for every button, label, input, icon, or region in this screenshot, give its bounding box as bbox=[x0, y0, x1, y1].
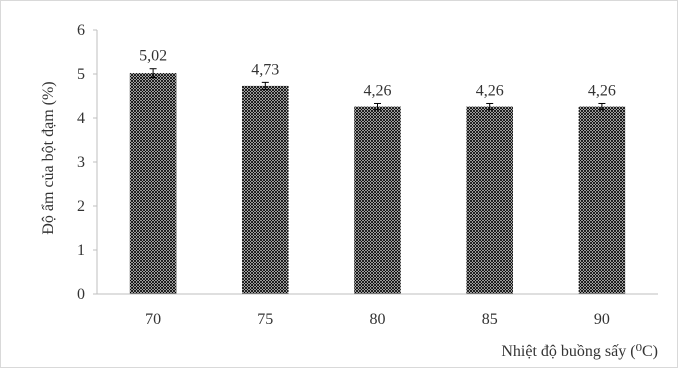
y-tick-label: 3 bbox=[77, 154, 85, 171]
bar-90 bbox=[578, 106, 626, 294]
y-tick-label: 4 bbox=[77, 110, 85, 127]
x-tick-label-75: 75 bbox=[257, 311, 273, 328]
bar-70 bbox=[129, 73, 177, 295]
bars-group bbox=[129, 73, 626, 295]
x-tick-label-70: 70 bbox=[145, 311, 161, 328]
x-tick-label-90: 90 bbox=[594, 311, 610, 328]
value-label-75: 4,73 bbox=[251, 61, 279, 78]
x-tick-label-85: 85 bbox=[482, 311, 498, 328]
value-labels-group: 5,02 4,73 4,26 4,26 4,26 bbox=[139, 48, 616, 100]
y-tick-label: 2 bbox=[77, 198, 85, 215]
error-bars-group bbox=[149, 68, 606, 111]
y-tick-labels: 0 1 2 3 4 5 6 bbox=[77, 22, 97, 303]
y-tick-label: 6 bbox=[77, 22, 85, 39]
bar-75 bbox=[242, 85, 289, 294]
y-tick-label: 5 bbox=[77, 66, 85, 83]
bar-80 bbox=[354, 106, 401, 294]
bar-85 bbox=[466, 106, 513, 294]
value-label-70: 5,02 bbox=[139, 48, 167, 65]
value-label-80: 4,26 bbox=[364, 82, 392, 99]
y-tick-label: 0 bbox=[77, 286, 85, 303]
x-tick-labels: 70 75 80 85 90 bbox=[145, 311, 610, 328]
x-tick-label-80: 80 bbox=[370, 311, 386, 328]
y-tick-label: 1 bbox=[77, 242, 85, 259]
value-label-85: 4,26 bbox=[476, 82, 504, 99]
value-label-90: 4,26 bbox=[588, 82, 616, 99]
x-axis-label: Nhiệt độ buồng sấy (⁰C) bbox=[501, 343, 658, 360]
y-axis-label: Độ ẩm của bột đạm (%) bbox=[40, 81, 57, 234]
